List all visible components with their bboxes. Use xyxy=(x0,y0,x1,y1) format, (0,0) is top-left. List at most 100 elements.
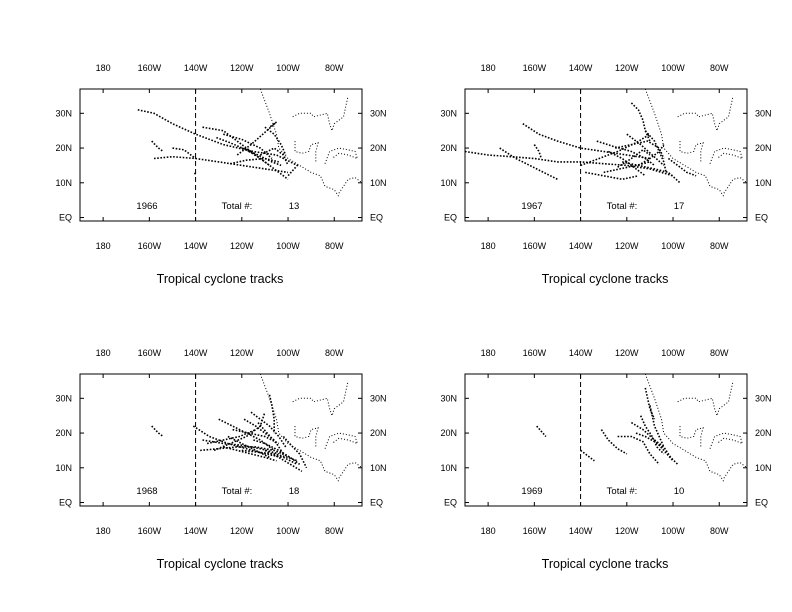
plot-frame xyxy=(464,88,748,222)
x-tick-label-top: 160W xyxy=(138,63,162,73)
year-label: 1969 xyxy=(521,486,542,497)
year-label: 1967 xyxy=(521,201,542,212)
total-count: 18 xyxy=(289,486,300,497)
y-tick-label-right: EQ xyxy=(370,213,383,223)
cyclone-track xyxy=(151,140,164,153)
cyclone-track xyxy=(257,422,285,455)
chart-caption: Tropical cyclone tracks xyxy=(542,557,669,571)
x-tick-label-top: 120W xyxy=(230,348,254,358)
x-tick-label-top: 160W xyxy=(523,63,547,73)
cyclone-track xyxy=(236,121,278,156)
x-tick-label-top: 140W xyxy=(569,63,593,73)
cyclone-track xyxy=(654,439,679,465)
x-tick-label-bottom: 80W xyxy=(325,526,344,536)
cyclone-track xyxy=(227,435,270,459)
x-tick-label-top: 80W xyxy=(325,63,344,73)
coastline-segment xyxy=(338,462,362,479)
total-label: Total #: xyxy=(222,486,253,497)
y-tick-label-right: 20N xyxy=(755,143,772,153)
cyclone-track xyxy=(200,446,291,459)
year-label: 1968 xyxy=(136,486,157,497)
x-tick-label-top: 100W xyxy=(661,63,685,73)
x-tick-label-top: 160W xyxy=(523,348,547,358)
x-tick-label-top: 180 xyxy=(96,63,111,73)
y-tick-label-right: EQ xyxy=(370,498,383,508)
x-tick-label-bottom: 160W xyxy=(138,241,162,251)
cyclone-track xyxy=(230,157,279,165)
cyclone-track xyxy=(264,126,287,156)
plot-frame xyxy=(464,373,748,507)
x-tick-label-bottom: 100W xyxy=(276,526,300,536)
x-tick-label-bottom: 100W xyxy=(661,526,685,536)
x-tick-label-top: 140W xyxy=(184,348,208,358)
x-tick-label-bottom: 180 xyxy=(96,526,111,536)
x-tick-label-top: 140W xyxy=(184,63,208,73)
x-tick-label-bottom: 120W xyxy=(230,526,254,536)
cyclone-track xyxy=(202,126,270,167)
x-tick-label-top: 100W xyxy=(661,348,685,358)
y-tick-label-left: 20N xyxy=(440,143,457,153)
cyclone-track xyxy=(253,439,301,465)
x-tick-label-bottom: 120W xyxy=(230,241,254,251)
total-label: Total #: xyxy=(222,201,253,212)
chart-caption: Tropical cyclone tracks xyxy=(542,272,669,286)
coastline-segment xyxy=(644,89,725,197)
coastline-segment xyxy=(679,141,704,162)
y-tick-label-right: 20N xyxy=(370,428,387,438)
coastline-segment xyxy=(723,177,747,194)
x-tick-label-top: 180 xyxy=(481,348,496,358)
cyclone-track xyxy=(630,421,674,462)
x-tick-label-bottom: 120W xyxy=(615,241,639,251)
y-tick-label-right: 20N xyxy=(755,428,772,438)
cyclone-track xyxy=(617,435,660,465)
x-tick-label-top: 80W xyxy=(325,348,344,358)
x-tick-label-bottom: 100W xyxy=(276,241,300,251)
x-tick-label-bottom: 180 xyxy=(481,241,496,251)
coastline-segment xyxy=(294,426,319,447)
coastline-segment xyxy=(292,380,349,418)
tracks xyxy=(465,102,697,184)
total-count: 13 xyxy=(289,201,300,212)
x-tick-label-top: 120W xyxy=(615,348,639,358)
panel-1969: 180 180 160W 160W 140W 140W 120W 120W 100W 100W 80… xyxy=(440,348,771,571)
x-tick-label-top: 180 xyxy=(481,63,496,73)
cyclone-track xyxy=(536,425,547,438)
y-tick-label-left: 30N xyxy=(440,108,457,118)
cyclone-track xyxy=(206,428,257,445)
cyclone-track xyxy=(644,387,656,420)
chart-caption: Tropical cyclone tracks xyxy=(157,272,284,286)
y-tick-label-left: 20N xyxy=(55,143,72,153)
cyclone-track xyxy=(216,136,289,180)
cyclone-track xyxy=(667,157,697,177)
y-tick-label-left: EQ xyxy=(444,213,457,223)
coastline-segment xyxy=(259,89,340,197)
cyclone-track xyxy=(580,449,595,462)
coastline-segment xyxy=(677,380,734,418)
cyclone-track xyxy=(499,147,558,181)
y-tick-label-left: 20N xyxy=(55,428,72,438)
y-tick-label-right: 30N xyxy=(755,108,772,118)
x-tick-label-top: 180 xyxy=(96,348,111,358)
coastline xyxy=(259,89,362,197)
cyclone-track xyxy=(137,109,299,177)
tracks xyxy=(137,109,299,180)
tracks xyxy=(151,394,308,472)
cyclone-track xyxy=(607,150,646,177)
y-tick-label-right: 10N xyxy=(755,463,772,473)
cyclone-track xyxy=(600,429,628,455)
cyclone-track xyxy=(603,161,651,174)
cyclone-track xyxy=(635,432,665,450)
x-tick-label-bottom: 100W xyxy=(661,241,685,251)
x-tick-label-top: 120W xyxy=(615,63,639,73)
x-tick-label-top: 80W xyxy=(710,348,729,358)
coastline-segment xyxy=(294,141,319,162)
y-tick-label-left: 10N xyxy=(440,178,457,188)
y-tick-label-left: 30N xyxy=(55,108,72,118)
coastline-segment xyxy=(679,426,704,447)
panel-1967: 180 180 160W 160W 140W 140W 120W 120W 100W 100W 80… xyxy=(440,63,771,286)
x-tick-label-bottom: 120W xyxy=(615,526,639,536)
coastline xyxy=(644,374,747,482)
cyclone-track xyxy=(533,144,543,159)
x-tick-label-bottom: 80W xyxy=(710,526,729,536)
x-tick-label-bottom: 180 xyxy=(96,241,111,251)
